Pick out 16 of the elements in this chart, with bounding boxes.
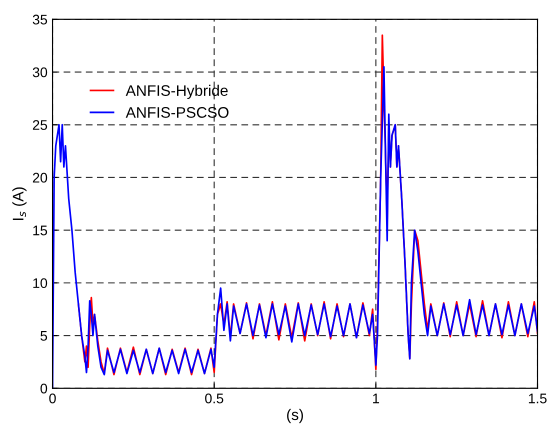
y-tick-label: 10 xyxy=(33,278,48,288)
x-tick-label: 0 xyxy=(49,394,56,404)
y-tick-label: 0 xyxy=(40,384,48,394)
y-tick-label: 20 xyxy=(32,172,48,183)
y-axis-title: I$_{s}$ (A) xyxy=(12,187,27,220)
x-tick-label: 1.5 xyxy=(528,394,547,404)
y-tick-label: 5 xyxy=(40,331,48,341)
y-tick-label: 15 xyxy=(33,226,48,236)
y-tick-label: 35 xyxy=(32,14,48,25)
x-axis-title: (s) xyxy=(287,408,303,424)
y-tick-label: 25 xyxy=(32,120,48,130)
x-tick-label: 1 xyxy=(373,394,380,404)
legend-label: ANFIS-PSCSO xyxy=(126,107,229,118)
legend-label: ANFIS-Hybride xyxy=(126,84,228,99)
x-tick-label: 0.5 xyxy=(205,394,224,404)
y-tick-label: 30 xyxy=(32,67,48,78)
